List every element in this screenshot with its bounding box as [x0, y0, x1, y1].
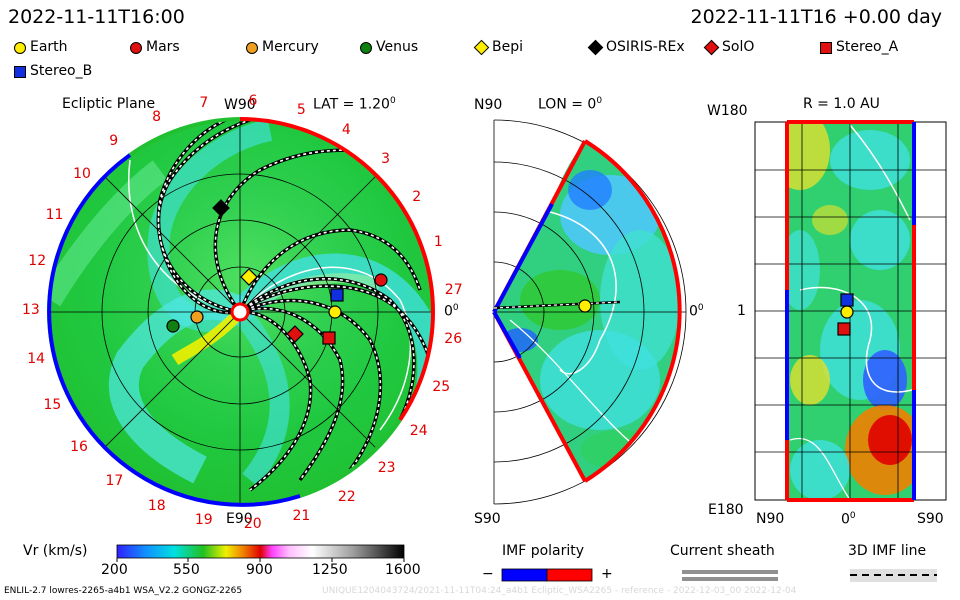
- carrington-label: 20: [243, 515, 262, 532]
- stereo-b-marker-sphere: [840, 293, 854, 307]
- carrington-label: 11: [45, 206, 64, 223]
- sphere-x-label-left: N90: [756, 511, 785, 527]
- legend-label: SolO: [722, 39, 755, 55]
- carrington-label: 5: [296, 101, 306, 118]
- carrington-label: 1: [433, 233, 443, 250]
- colorbar-tick: 550: [173, 562, 200, 578]
- sphere-mid-label: 1: [737, 303, 746, 319]
- earth-marker-sphere: [840, 305, 854, 319]
- sphere-bottom-label: E180: [708, 502, 744, 518]
- carrington-label: 26: [444, 331, 463, 347]
- carrington-label: 17: [105, 472, 124, 489]
- legend-label: Stereo_A: [836, 39, 899, 55]
- carrington-label: 12: [28, 252, 47, 269]
- carrington-label: 19: [194, 512, 213, 529]
- carrington-label: 23: [377, 459, 396, 476]
- ecliptic-right-label: 00: [444, 303, 459, 320]
- ecliptic-title: Ecliptic Plane: [62, 96, 156, 112]
- meridional-bottom-label: S90: [474, 511, 501, 527]
- carrington-label: 13: [22, 301, 40, 318]
- ecliptic-top-label: W90: [224, 97, 256, 113]
- legend-label: Bepi: [492, 39, 523, 55]
- colorbar: [116, 544, 405, 559]
- imf-plus-label: +: [601, 566, 613, 582]
- carrington-label: 15: [43, 397, 62, 414]
- legend-label: Stereo_B: [30, 63, 93, 79]
- lat-label: LAT = 1.200: [313, 96, 396, 113]
- sun-icon: [230, 302, 250, 322]
- carrington-label: 22: [337, 488, 356, 505]
- earth-legend-marker: [14, 42, 26, 54]
- legend-label: Mercury: [262, 39, 319, 55]
- imf-minus-label: −: [482, 566, 494, 582]
- footer-text: ENLIL-2.7 lowres-2265-a4b1 WSA_V2.2 GONG…: [4, 586, 243, 596]
- footer-watermark: UNIQUE1204043724/2021-11-11T04:24_a4b1 E…: [322, 586, 797, 596]
- solo-marker: [286, 325, 304, 343]
- meridional-top-label: N90: [474, 97, 503, 113]
- sphere-x-label-mid: 00: [841, 511, 856, 528]
- colorbar-tick: 1250: [312, 562, 348, 578]
- imf-line-symbol: [850, 569, 937, 582]
- carrington-label: 4: [341, 121, 351, 138]
- carrington-label: 10: [73, 166, 91, 182]
- colorbar-label: Vr (km/s): [23, 543, 88, 559]
- stereo-a-marker: [322, 331, 336, 345]
- current-sheath-symbol: [682, 570, 778, 581]
- stereo-b-legend-marker: [14, 66, 26, 78]
- lon-label: LON = 00: [538, 96, 603, 113]
- carrington-label: 14: [27, 350, 46, 367]
- colorbar-tick: 200: [101, 562, 128, 578]
- venus-legend-marker: [360, 42, 372, 54]
- carrington-label: 21: [292, 507, 311, 524]
- carrington-label: 24: [409, 422, 428, 439]
- venus-marker: [166, 319, 180, 333]
- sphere-top-label: W180: [707, 103, 748, 119]
- carrington-label: 9: [109, 132, 119, 149]
- carrington-label: 7: [199, 94, 209, 111]
- meridional-plane: [492, 119, 687, 505]
- current-sheath-title: Current sheath: [670, 543, 775, 559]
- carrington-label: 18: [147, 497, 166, 514]
- imf-polarity-title: IMF polarity: [502, 543, 585, 559]
- imf-positive-swatch: [546, 568, 593, 582]
- stereo-a-legend-marker: [820, 42, 832, 54]
- carrington-label: 6: [248, 92, 258, 109]
- imf-line-title: 3D IMF line: [848, 543, 927, 559]
- legend-label: Mars: [146, 39, 180, 55]
- carrington-label: 2: [412, 189, 422, 206]
- legend-label: Earth: [30, 39, 68, 55]
- carrington-label: 27: [444, 281, 463, 298]
- stereo-a-marker-sphere: [837, 322, 851, 336]
- colorbar-tick: 900: [246, 562, 273, 578]
- bepi-marker: [240, 268, 258, 286]
- ecliptic-plane: [47, 117, 436, 507]
- earth-marker: [328, 305, 342, 319]
- meridional-right-label: 00: [689, 303, 704, 320]
- osiris-rex-marker: [212, 199, 230, 217]
- mercury-legend-marker: [246, 42, 258, 54]
- mars-marker: [374, 273, 388, 287]
- earth-marker-meridional: [578, 299, 592, 313]
- stereo-b-marker: [330, 288, 344, 302]
- r-label: R = 1.0 AU: [803, 96, 880, 112]
- mars-legend-marker: [130, 42, 142, 54]
- carrington-label: 25: [432, 378, 451, 395]
- colorbar-tick: 1600: [385, 562, 421, 578]
- legend-label: OSIRIS-REx: [606, 39, 685, 55]
- timestamp-right: 2022-11-11T16 +0.00 day: [690, 6, 942, 28]
- carrington-label: 8: [152, 108, 162, 125]
- imf-negative-swatch: [501, 568, 548, 582]
- sphere-x-label-right: S90: [917, 511, 944, 527]
- legend-label: Venus: [376, 39, 419, 55]
- ecliptic-bottom-label: E90: [226, 511, 253, 527]
- carrington-label: 3: [381, 151, 391, 168]
- mercury-marker: [190, 310, 204, 324]
- carrington-label: 16: [70, 438, 88, 455]
- timestamp-left: 2022-11-11T16:00: [8, 6, 185, 28]
